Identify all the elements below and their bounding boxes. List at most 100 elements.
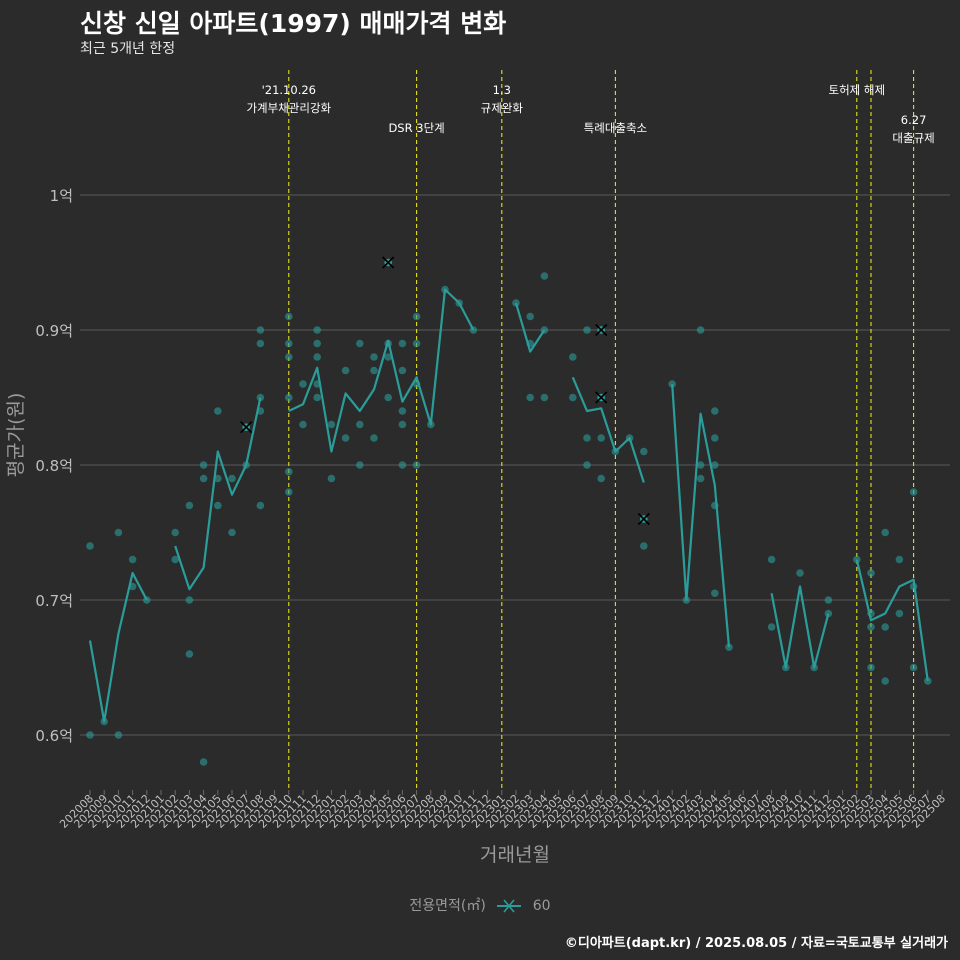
legend-key-icon <box>497 899 522 913</box>
trade-point <box>256 393 265 402</box>
trade-point <box>583 326 591 334</box>
trade-point <box>881 528 889 537</box>
trade-point <box>767 555 776 564</box>
trade-point <box>185 596 194 604</box>
points-layer <box>86 258 932 766</box>
grid-layer <box>80 194 950 736</box>
trade-point <box>583 434 591 442</box>
trade-point <box>370 434 378 442</box>
trade-point <box>341 434 350 442</box>
trade-point <box>767 623 776 631</box>
trade-point <box>341 366 350 375</box>
trade-point <box>469 326 478 334</box>
trade-point <box>398 407 407 415</box>
trade-point <box>171 555 179 564</box>
trade-point <box>526 312 534 321</box>
cancel-layer <box>240 256 650 526</box>
cancelled-trade-marker <box>240 421 253 434</box>
chart-subtitle: 최근 5개년 한정 <box>80 41 176 57</box>
trade-point <box>796 569 804 577</box>
x-axis-label: 거래년월 <box>480 844 550 866</box>
trade-point <box>214 501 222 510</box>
avg-price-line <box>671 383 731 648</box>
trade-point <box>909 488 918 496</box>
y-tick-label: 1억 <box>50 187 73 205</box>
trade-point <box>256 501 265 510</box>
trade-point <box>881 677 889 685</box>
trade-point <box>214 474 222 483</box>
trade-point <box>398 461 407 469</box>
legend-item-60: 60 <box>532 898 551 914</box>
y-tick-label: 0.9억 <box>35 322 73 340</box>
trade-point <box>285 467 293 476</box>
cancel-x-stroke <box>637 512 650 526</box>
trade-point <box>199 474 208 483</box>
trade-point <box>313 339 322 348</box>
trade-point <box>128 555 137 564</box>
trade-point <box>285 353 293 361</box>
chart-title: 신창 신일 아파트(1997) 매매가격 변화 <box>80 9 507 38</box>
y-tick-label: 0.6억 <box>35 727 73 745</box>
trade-point <box>569 393 577 402</box>
trade-point <box>228 474 236 483</box>
trade-point <box>412 339 421 348</box>
trade-point <box>313 393 322 402</box>
trade-point <box>540 272 549 280</box>
trade-point <box>867 623 875 631</box>
trade-point <box>256 326 265 334</box>
trade-point <box>696 474 705 483</box>
event-label: 대출규제 <box>892 131 934 145</box>
trade-point <box>384 353 393 361</box>
trade-point <box>228 528 236 537</box>
trade-point <box>909 663 918 672</box>
y-tick-label: 0.7억 <box>35 592 73 610</box>
trade-point <box>696 461 705 469</box>
trade-point <box>881 623 889 631</box>
trade-point <box>696 326 705 334</box>
trade-point <box>398 420 407 429</box>
trade-point <box>313 353 322 361</box>
event-label: DSR 3단계 <box>388 121 444 135</box>
avg-price-line <box>514 302 546 353</box>
trade-point <box>597 474 605 483</box>
trade-point <box>285 393 293 402</box>
cancelled-trade-marker <box>637 512 650 526</box>
trade-point <box>867 663 875 672</box>
event-label: 6.27 <box>901 113 927 127</box>
legend-title: 전용면적(㎡) <box>409 898 486 914</box>
trade-point <box>199 461 208 469</box>
trade-point <box>299 420 307 429</box>
trade-point <box>398 366 407 375</box>
legend: 전용면적(㎡) 60 <box>0 895 960 915</box>
trade-point <box>597 434 605 442</box>
trade-point <box>327 420 336 429</box>
trade-point <box>171 528 179 537</box>
trade-point <box>384 393 393 402</box>
trade-point <box>114 731 123 739</box>
trade-point <box>895 555 904 564</box>
trade-point <box>725 643 733 652</box>
trade-point <box>114 528 123 537</box>
trade-point <box>356 420 364 429</box>
y-tick-labels: 0.6억 0.7억 0.8억 0.9억 1억 <box>35 187 73 745</box>
trade-point <box>185 501 194 510</box>
trade-point <box>327 474 336 483</box>
trade-point <box>867 569 875 577</box>
trade-point <box>185 650 194 658</box>
avg-price-line <box>770 585 830 669</box>
trade-point <box>285 312 293 321</box>
trade-point <box>214 407 222 415</box>
trade-point <box>356 339 364 348</box>
trade-point <box>640 542 648 550</box>
event-label: 1.3 <box>493 83 511 97</box>
trade-point <box>199 758 208 766</box>
trade-point <box>412 461 421 469</box>
y-tick-label: 0.8억 <box>35 457 73 475</box>
trade-point <box>86 542 94 550</box>
event-label: 가계부채관리강화 <box>246 101 331 115</box>
trade-point <box>370 353 378 361</box>
cancelled-trade-marker <box>595 391 608 404</box>
trade-point <box>824 596 833 604</box>
trade-point <box>299 380 307 388</box>
